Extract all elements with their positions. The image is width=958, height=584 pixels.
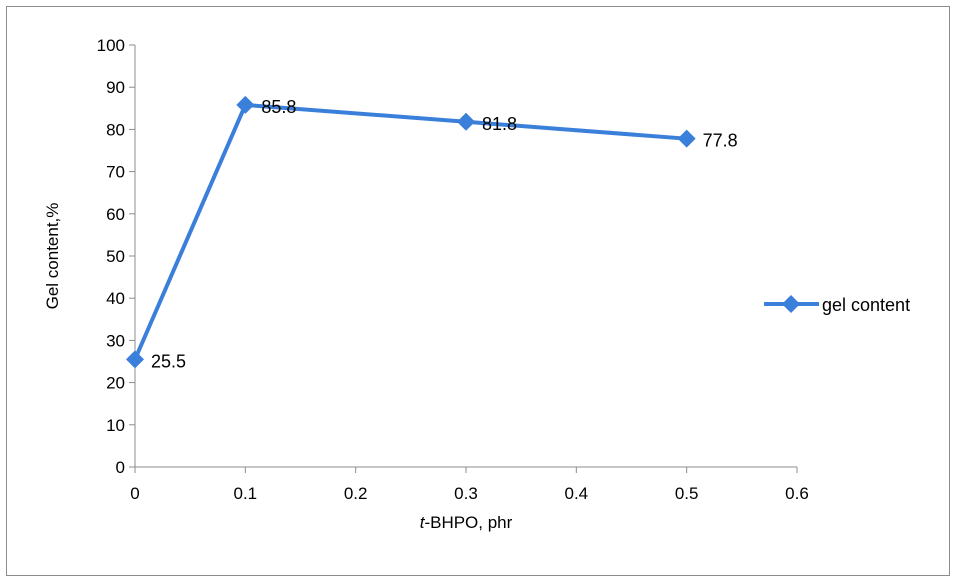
data-point-marker <box>126 350 144 369</box>
y-tick-label: 20 <box>106 374 125 393</box>
y-tick-label: 10 <box>106 416 125 435</box>
y-ticks: 0 10 20 30 40 50 60 70 80 90 100 <box>97 36 135 477</box>
x-axis-title-rest: -BHPO, phr <box>424 513 512 532</box>
data-point-marker <box>236 95 255 114</box>
data-point-marker <box>677 129 696 148</box>
y-tick-label: 90 <box>106 78 125 97</box>
series-layer: 25.5 85.8 81.8 77.8 <box>126 95 738 371</box>
y-tick-label: 0 <box>116 458 125 477</box>
x-tick-label: 0.2 <box>344 484 368 503</box>
y-tick-label: 30 <box>106 331 125 350</box>
x-axis-title-italic: t <box>420 513 426 532</box>
y-tick-label: 100 <box>97 36 125 55</box>
legend-marker-diamond <box>782 295 800 313</box>
series-line <box>133 102 687 361</box>
legend-label: gel content <box>822 295 910 315</box>
y-axis-title: Gel content,% <box>43 203 62 310</box>
data-point-marker <box>457 112 475 131</box>
y-tick-label: 40 <box>106 289 125 308</box>
y-tick-label: 80 <box>106 120 125 139</box>
x-tick-label: 0 <box>130 484 139 503</box>
x-tick-label: 0.5 <box>675 484 699 503</box>
y-tick-label: 70 <box>106 163 125 182</box>
axes <box>134 45 797 468</box>
x-axis-title: t-BHPO, phr <box>420 513 513 532</box>
x-tick-label: 0.1 <box>234 484 258 503</box>
y-tick-label: 60 <box>106 205 125 224</box>
y-tick-label: 50 <box>106 247 125 266</box>
x-ticks: 0 0.1 0.2 0.3 0.4 0.5 0.6 <box>130 467 809 503</box>
x-tick-label: 0.3 <box>454 484 478 503</box>
x-tick-label: 0.4 <box>565 484 589 503</box>
data-label: 85.8 <box>261 97 296 117</box>
x-tick-label: 0.6 <box>785 484 809 503</box>
data-label: 77.8 <box>703 131 738 151</box>
data-label: 25.5 <box>151 351 186 371</box>
data-label: 81.8 <box>482 114 517 134</box>
legend: gel content <box>764 295 910 315</box>
